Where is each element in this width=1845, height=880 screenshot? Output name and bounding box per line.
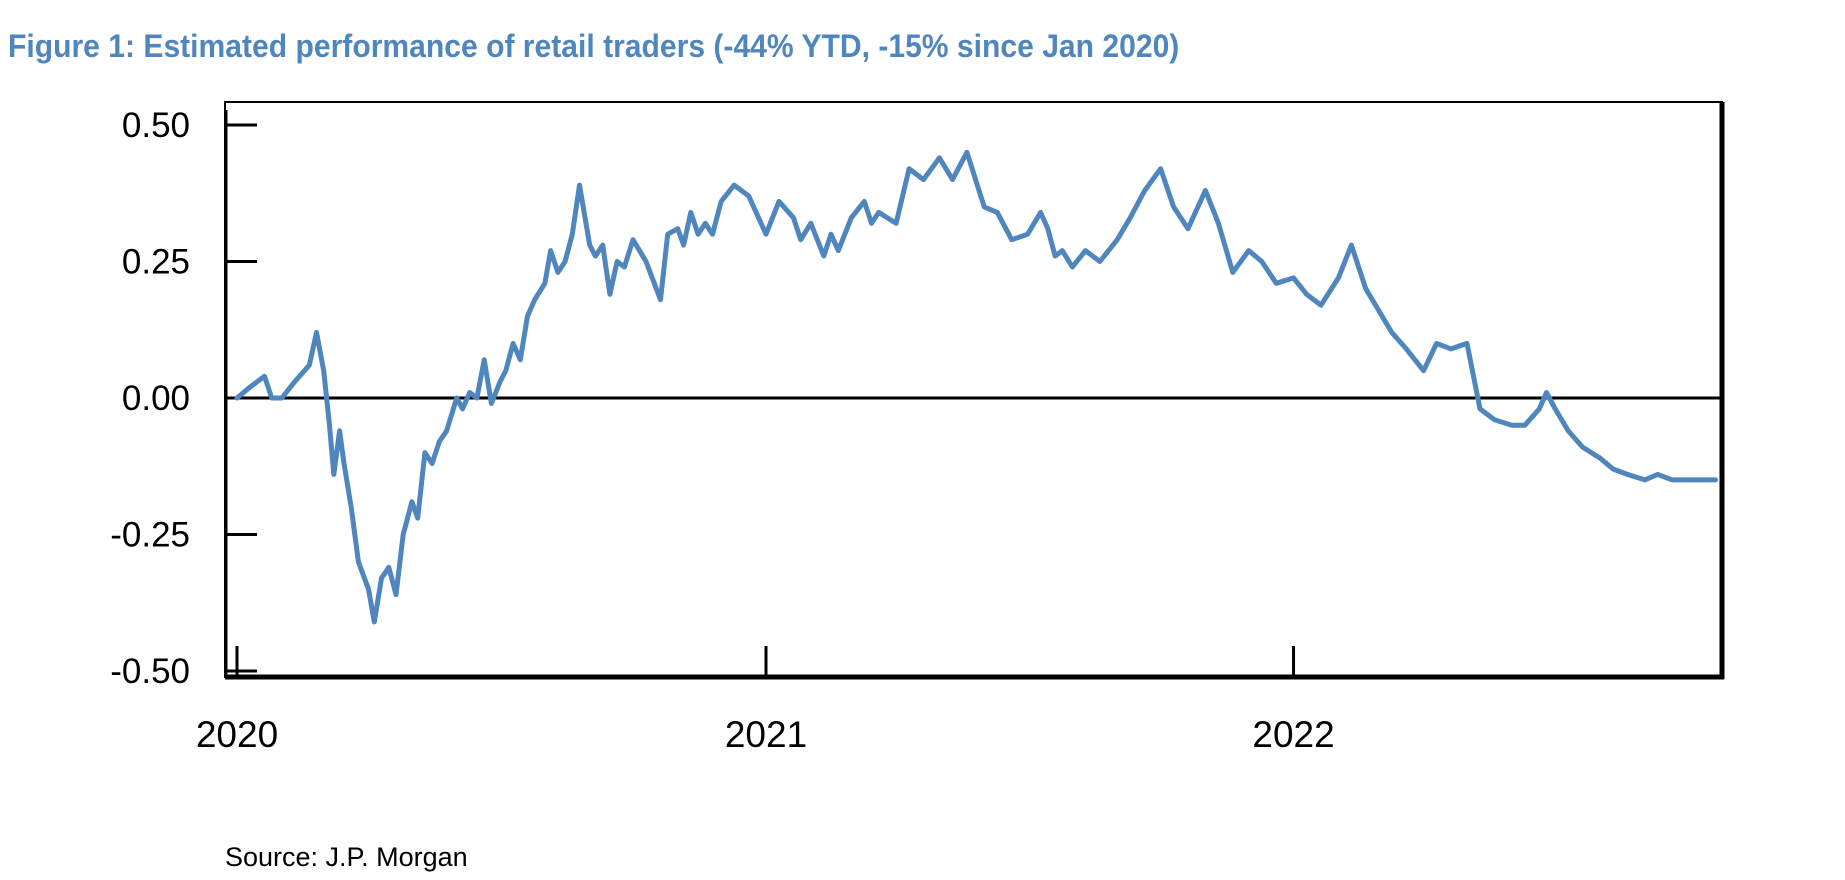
y-tick-label: -0.25	[110, 516, 190, 555]
x-tick-label: 2021	[725, 714, 807, 755]
figure-title: Figure 1: Estimated performance of retai…	[8, 28, 1180, 64]
source-note: Source: J.P. Morgan	[225, 842, 468, 872]
y-axis: 0.50 0.25 0.00 -0.25 -0.50	[110, 106, 257, 691]
x-tick-label: 2022	[1252, 714, 1334, 755]
y-tick-label: 0.50	[122, 106, 190, 145]
x-tick-label: 2020	[196, 714, 278, 755]
plot-frame	[224, 101, 1723, 678]
x-axis: 2020 2021 2022	[196, 646, 1335, 755]
y-tick-label: 0.25	[122, 243, 190, 282]
series-layer	[234, 149, 1719, 625]
y-tick-label: -0.50	[110, 652, 190, 691]
performance-series-line	[234, 149, 1719, 625]
y-tick-label: 0.00	[122, 379, 190, 418]
